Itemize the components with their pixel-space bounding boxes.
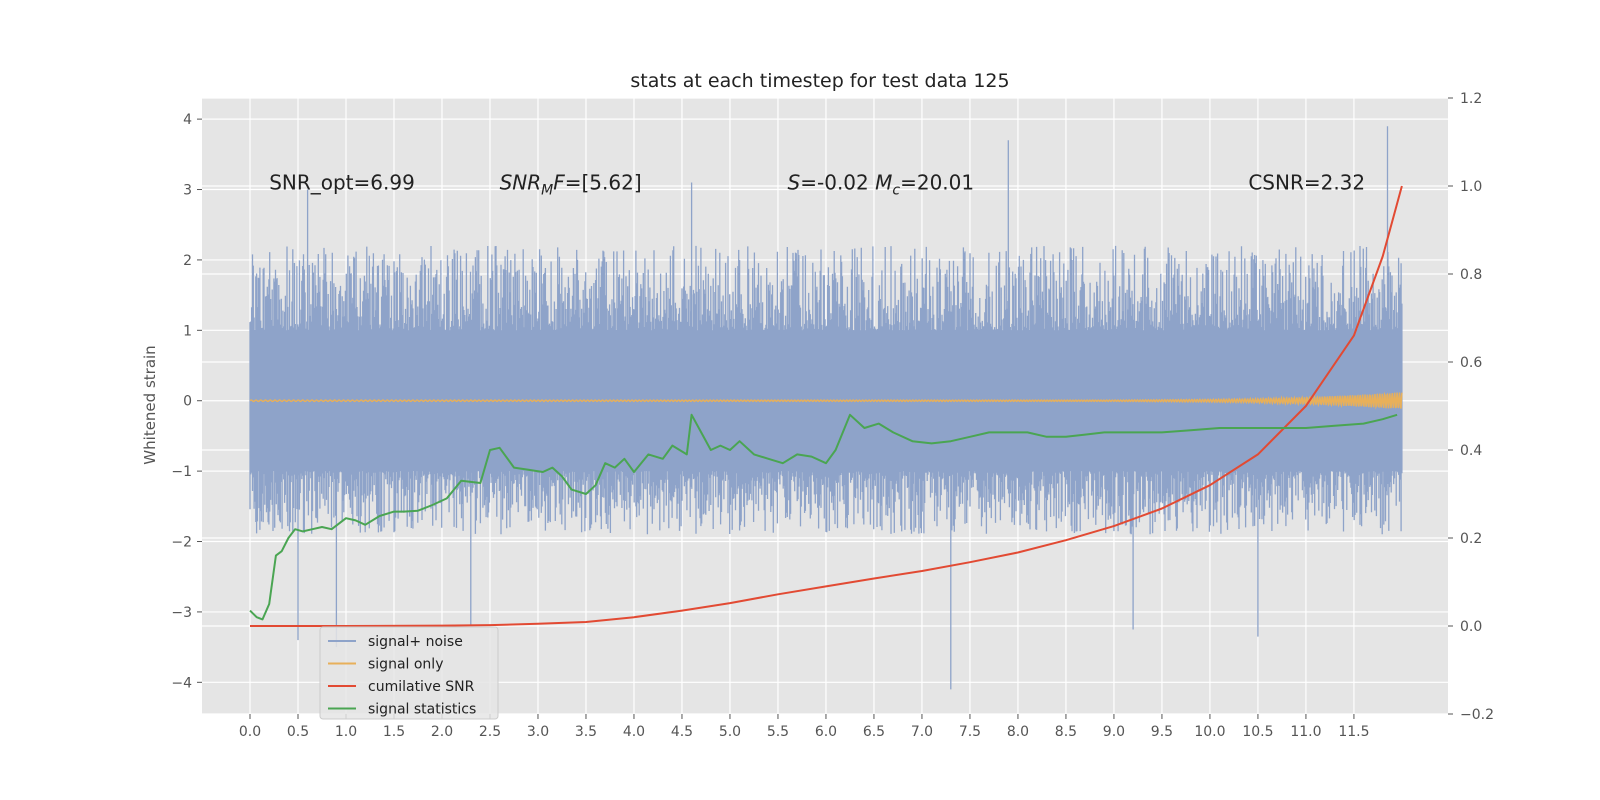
legend-label: cumilative SNR	[368, 679, 475, 695]
series-signal-statistics	[249, 413, 1398, 621]
x-tick-label: 5.0	[719, 724, 741, 740]
x-tick-label: 1.5	[383, 724, 405, 740]
x-tick-label: 10.0	[1194, 724, 1225, 740]
y-tick-label: 0	[183, 394, 192, 410]
x-tick-label: 1.0	[335, 724, 357, 740]
x-tick-label: 9.5	[1151, 724, 1173, 740]
y2-tick-label: 0.2	[1460, 531, 1482, 547]
y-tick-label: 1	[183, 323, 192, 339]
x-tick-label: 7.0	[911, 724, 933, 740]
x-tick-label: 5.5	[767, 724, 789, 740]
annotations: SNR_opt=6.99 SNRMF=[5.62] S=-0.02 Mc=20.01…	[269, 170, 1365, 198]
x-tick-label: 3.0	[527, 724, 549, 740]
y2-tick-label: 0.0	[1460, 619, 1482, 635]
y2-tick-label: 1.0	[1460, 179, 1482, 195]
cumulative-snr-line	[250, 185, 1403, 627]
x-tick-label: 11.5	[1338, 724, 1369, 740]
signal-statistics-line	[249, 413, 1398, 621]
annotation-1: SNRMF=[5.62]	[500, 170, 642, 198]
x-tick-label: 11.0	[1290, 724, 1321, 740]
y-tick-label: 2	[183, 253, 192, 269]
legend-box	[319, 626, 499, 720]
y2-tick-label: 0.6	[1460, 355, 1482, 371]
y2-tick-label: 0.4	[1460, 443, 1482, 459]
signal-only-line	[249, 391, 1403, 410]
x-tick-label: 9.0	[1103, 724, 1125, 740]
axes: 0.0 0.5 1.0 1.5 2.0 2.5 3.0 3.5 4.0 4.5 5.0 5.5 6.0 6…	[171, 91, 1494, 740]
y2-tick-label: 1.2	[1460, 91, 1482, 107]
annotation-2: S=-0.02 Mc=20.01	[788, 170, 975, 198]
y2-tick-label: −0.2	[1460, 707, 1494, 723]
y-tick-label: −4	[171, 675, 192, 691]
x-tick-label: 8.0	[1007, 724, 1029, 740]
x-tick-label: 0.5	[287, 724, 309, 740]
x-tick-label: 0.0	[239, 724, 261, 740]
x-tick-label: 8.5	[1055, 724, 1077, 740]
y-axis-label: Whitened strain	[141, 345, 159, 464]
x-tick-label: 10.5	[1242, 724, 1273, 740]
x-tick-label: 2.0	[431, 724, 453, 740]
series-cumulative-snr	[250, 185, 1403, 627]
annotation-3: CSNR=2.32	[1248, 170, 1365, 194]
y-tick-label: −1	[171, 464, 192, 480]
x-tick-label: 2.5	[479, 724, 501, 740]
chart-title: stats at each timestep for test data 125	[630, 70, 1009, 92]
x-tick-label: 6.0	[815, 724, 837, 740]
x-tick-label: 4.0	[623, 724, 645, 740]
legend-label: signal statistics	[368, 702, 476, 718]
y2-tick-label: 0.8	[1460, 267, 1482, 283]
x-tick-label: 4.5	[671, 724, 693, 740]
y-tick-label: 4	[183, 112, 192, 128]
series-signal-only	[249, 391, 1403, 410]
y-tick-label: −3	[171, 605, 192, 621]
legend-label: signal only	[368, 657, 443, 673]
x-tick-label: 3.5	[575, 724, 597, 740]
legend[interactable]: signal+ noise signal only cumilative SNR si…	[319, 626, 499, 720]
y-tick-label: −2	[171, 535, 192, 551]
x-tick-label: 6.5	[863, 724, 885, 740]
x-tick-label: 7.5	[959, 724, 981, 740]
y-tick-label: 3	[183, 183, 192, 199]
annotation-0: SNR_opt=6.99	[269, 170, 415, 194]
legend-label: signal+ noise	[368, 634, 463, 650]
